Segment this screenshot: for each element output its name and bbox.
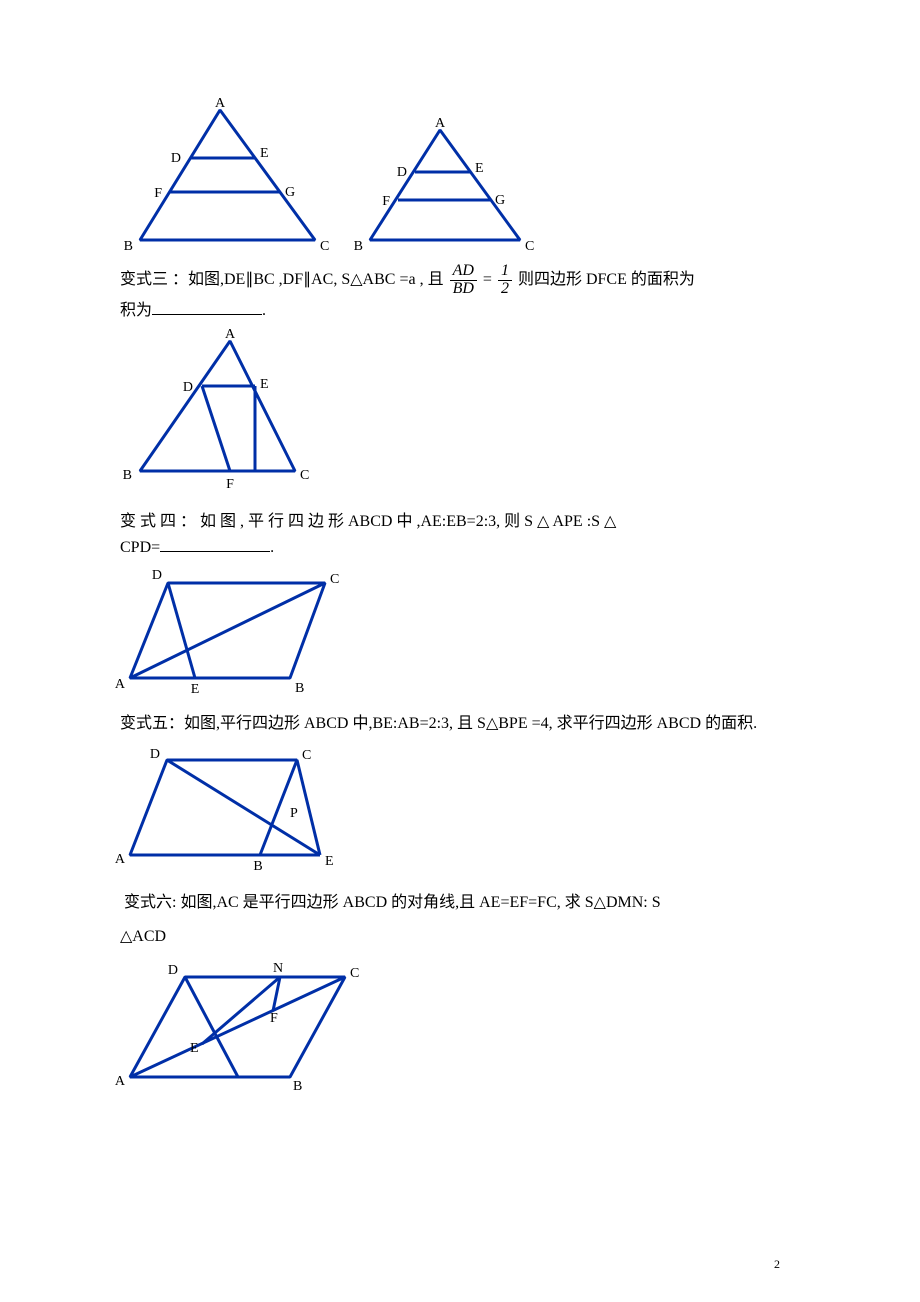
label-C: C: [350, 966, 359, 981]
label-G: G: [285, 185, 295, 200]
page: A B C D E F G A B C D E F G 变式三 ：如图,DE∥B…: [0, 0, 920, 1302]
problem-6-text-2: △ACD: [120, 924, 800, 950]
triangle-figure-2: A B C D E F G: [350, 120, 540, 255]
p3-prefix: 变式三 ：如图,DE∥BC ,DF∥AC, S△ABC =a , 且: [120, 271, 444, 288]
label-A: A: [225, 327, 236, 342]
label-F: F: [226, 477, 234, 492]
label-G: G: [495, 193, 505, 208]
p5-text: 变式五：如图,平行四边形 ABCD 中,BE:AB=2:3, 且 S△BPE =…: [120, 715, 757, 732]
label-B: B: [253, 859, 262, 874]
frac2-den: 2: [498, 281, 512, 298]
frac-num: AD: [450, 263, 477, 281]
label-C: C: [320, 239, 329, 254]
label-D: D: [150, 747, 160, 762]
label-F: F: [154, 186, 162, 201]
figure-4: A B C D E: [120, 568, 800, 703]
label-D: D: [183, 380, 193, 395]
label-D: D: [397, 165, 407, 180]
label-B: B: [123, 468, 132, 483]
p3-suffix: 则四边形 DFCE 的面积为: [518, 271, 695, 288]
frac2-num: 1: [498, 263, 512, 281]
fraction-1-2: 1 2: [498, 263, 512, 298]
label-D: D: [152, 568, 162, 583]
label-C: C: [300, 468, 309, 483]
p4-line1: 变 式 四 ： 如 图 , 平 行 四 边 形 ABCD 中 ,AE:EB=2:…: [120, 513, 616, 530]
label-C: C: [302, 748, 311, 763]
problem-3-text: 变式三 ：如图,DE∥BC ,DF∥AC, S△ABC =a , 且 AD BD…: [120, 263, 800, 323]
label-A: A: [215, 96, 226, 111]
blank-answer-4: [160, 535, 270, 552]
problem-4-text: 变 式 四 ： 如 图 , 平 行 四 边 形 ABCD 中 ,AE:EB=2:…: [120, 509, 800, 560]
label-B: B: [354, 239, 363, 254]
figure-3: A B C D E F: [120, 331, 800, 501]
figure-5: A B C D E P: [120, 745, 800, 880]
label-N: N: [273, 961, 283, 976]
p6-text1: 变式六: 如图,AC 是平行四边形 ABCD 的对角线,且 AE=EF=FC, …: [124, 894, 661, 911]
label-B: B: [124, 239, 133, 254]
label-F: F: [270, 1011, 278, 1026]
problem-6-text: 变式六: 如图,AC 是平行四边形 ABCD 的对角线,且 AE=EF=FC, …: [120, 890, 800, 916]
label-A: A: [115, 1074, 126, 1089]
label-E: E: [260, 377, 269, 392]
blank-answer-3: [152, 298, 262, 315]
label-A: A: [435, 116, 446, 131]
label-E: E: [260, 146, 269, 161]
label-D: D: [168, 963, 178, 978]
figure-6: A B C D E F N: [120, 957, 800, 1102]
label-E: E: [475, 161, 484, 176]
p6-text2: △ACD: [120, 928, 166, 945]
label-D: D: [171, 151, 181, 166]
p4-line2-prefix: CPD=: [120, 539, 160, 556]
problem-5-text: 变式五：如图,平行四边形 ABCD 中,BE:AB=2:3, 且 S△BPE =…: [120, 711, 800, 737]
p4-period: .: [270, 539, 274, 556]
frac-den: BD: [450, 281, 477, 298]
fraction-ad-bd: AD BD: [450, 263, 477, 298]
label-P: P: [290, 806, 298, 821]
triangle-figure-1: A B C D E F G: [120, 100, 330, 255]
equals: =: [483, 271, 492, 288]
label-C: C: [525, 239, 534, 254]
label-B: B: [295, 681, 304, 696]
label-E: E: [191, 682, 200, 697]
label-E: E: [325, 854, 334, 869]
label-E: E: [190, 1041, 199, 1056]
page-number: 2: [774, 1257, 780, 1272]
figure-row-top: A B C D E F G A B C D E F G: [120, 100, 800, 255]
label-C: C: [330, 572, 339, 587]
p3-period: .: [262, 302, 266, 319]
label-A: A: [115, 852, 126, 867]
label-A: A: [115, 677, 126, 692]
label-F: F: [382, 194, 390, 209]
label-B: B: [293, 1079, 302, 1094]
